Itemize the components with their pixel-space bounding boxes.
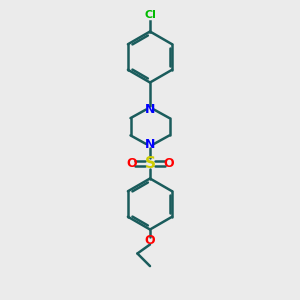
Text: Cl: Cl	[144, 10, 156, 20]
Text: N: N	[145, 103, 155, 116]
Text: O: O	[145, 234, 155, 248]
Text: O: O	[126, 157, 137, 170]
Text: O: O	[163, 157, 174, 170]
Text: N: N	[145, 137, 155, 151]
Text: S: S	[145, 156, 155, 171]
